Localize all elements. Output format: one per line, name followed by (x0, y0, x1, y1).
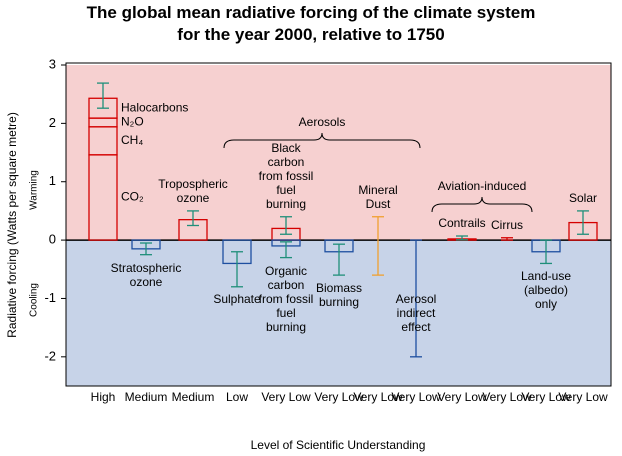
zone-label: Cooling (29, 283, 40, 317)
warming-zone (66, 65, 611, 241)
plot-frame (65, 62, 612, 387)
bar-label: Sulphate (213, 292, 261, 306)
error-bar (280, 216, 292, 235)
chart-title: for the year 2000, relative to 1750 (177, 25, 445, 44)
bar-label: Mineral Dust (358, 182, 398, 211)
bar-label: Land-use (albedo) only (520, 269, 572, 312)
segment-label: CH₄ (121, 133, 143, 147)
x-tick-label: Low (225, 390, 248, 404)
bar-label: Organic carbon from fossil fuel burning (258, 263, 314, 334)
error-bar (187, 210, 199, 227)
annotation: Aviation-induced (438, 179, 527, 193)
error-bar (501, 237, 513, 241)
bar-label: Cirrus (491, 217, 523, 232)
x-tick-label: Medium (171, 390, 215, 404)
bar-label: Black carbon from fossil fuel burning (258, 140, 314, 211)
brace (431, 196, 533, 213)
x-tick-label: Medium (124, 390, 168, 404)
segment-label: Halocarbons (121, 100, 188, 114)
zone-label: Warming (29, 170, 40, 210)
x-axis-label: Level of Scientific Understanding (250, 438, 426, 452)
x-tick-label: Very Low (482, 390, 532, 404)
error-bar (577, 210, 589, 235)
x-tick-label: Very Low (261, 390, 311, 404)
annotation: Aerosols (299, 115, 346, 129)
error-bar (456, 235, 468, 241)
y-tick-label: 0 (49, 232, 56, 247)
y-tick-label: -1 (44, 290, 56, 305)
x-tick-label: Very Low (314, 390, 364, 404)
error-bar (280, 241, 292, 259)
error-bar (140, 242, 152, 256)
brace (223, 132, 421, 149)
chart-title: The global mean radiative forcing of the… (86, 3, 536, 22)
y-tick-label: 2 (49, 115, 56, 130)
error-bar (372, 216, 384, 276)
x-tick-label: Very Low (521, 390, 571, 404)
x-tick-label: Very Low (391, 390, 441, 404)
error-bar (333, 243, 345, 276)
y-tick-label: 3 (49, 56, 56, 71)
error-bar (410, 239, 422, 358)
segment-label: CO₂ (121, 190, 144, 204)
bar-label: Tropospheric ozone (158, 176, 228, 205)
bar-label: Contrails (438, 216, 486, 231)
x-tick-label: Very Low (437, 390, 487, 404)
error-bar (231, 251, 243, 288)
bar-label: Solar (568, 190, 597, 205)
error-bar (540, 239, 552, 265)
error-bar (97, 82, 109, 109)
x-tick-label: Very Low (558, 390, 608, 404)
segment-label: N₂O (121, 115, 144, 129)
x-tick-label: High (90, 390, 116, 404)
y-tick-label: 1 (49, 173, 56, 188)
bar-label: Biomass burning (315, 281, 362, 310)
bar-label: Aerosol indirect effect (395, 292, 437, 334)
y-tick-label: -2 (44, 348, 56, 363)
bar-label: Stratospheric ozone (110, 260, 182, 289)
y-axis-label: Radiative forcing (Watts per square metr… (5, 112, 19, 338)
x-tick-label: Very Low (353, 390, 403, 404)
